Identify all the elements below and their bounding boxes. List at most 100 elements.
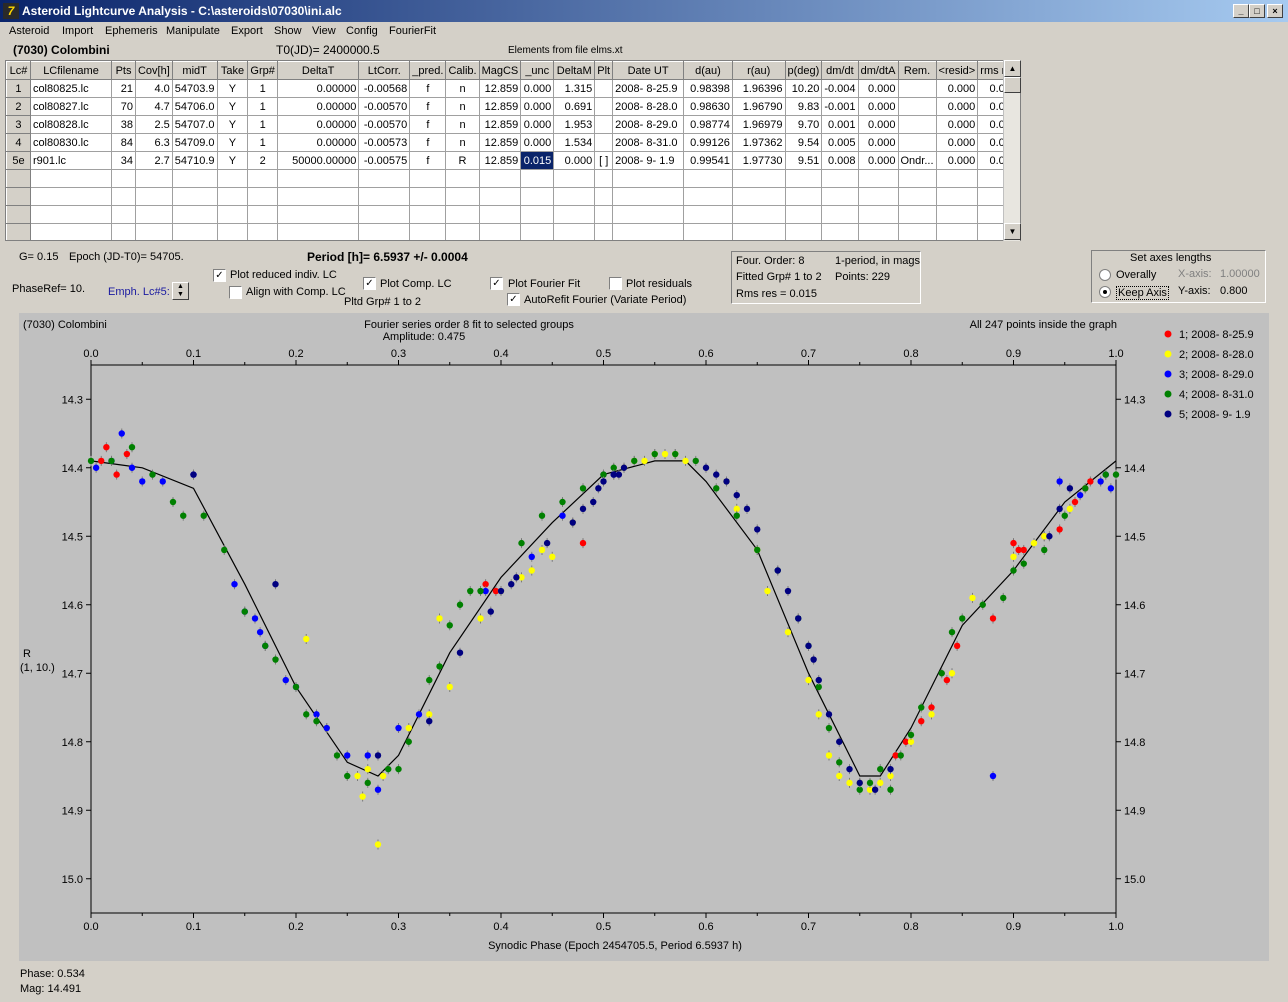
table-cell[interactable]: 12.859 (478, 151, 522, 170)
table-cell[interactable] (857, 223, 899, 240)
table-cell[interactable] (171, 205, 218, 224)
table-cell[interactable]: 0.98774 (683, 115, 733, 134)
table-cell[interactable]: 0.99126 (683, 133, 733, 152)
menu-show[interactable]: Show (274, 25, 302, 37)
table-cell[interactable]: 2008- 8-25.9 (612, 79, 685, 98)
table-cell[interactable] (358, 223, 411, 240)
column-header[interactable]: _unc (520, 61, 555, 80)
table-cell[interactable]: Y (216, 133, 249, 152)
table-cell[interactable]: 1 (247, 115, 278, 134)
table-cell[interactable] (478, 169, 522, 188)
column-header[interactable]: DeltaT (276, 61, 360, 80)
table-cell[interactable] (612, 169, 685, 188)
table-cell[interactable] (612, 223, 685, 240)
table-cell[interactable] (897, 133, 937, 152)
table-cell[interactable]: 0.00000 (276, 115, 360, 134)
table-cell[interactable]: 0.99541 (683, 151, 733, 170)
column-header[interactable]: Grp# (247, 61, 278, 80)
table-cell[interactable] (594, 223, 614, 240)
menu-export[interactable]: Export (231, 25, 263, 37)
y-axis-value[interactable]: 0.800 (1220, 285, 1248, 297)
column-header[interactable]: dm/dt (821, 61, 859, 80)
table-cell[interactable] (594, 187, 614, 206)
table-cell[interactable]: 1.97730 (731, 151, 786, 170)
menu-config[interactable]: Config (346, 25, 378, 37)
table-cell[interactable]: 0.000 (520, 133, 555, 152)
table-cell[interactable]: 0.000 (935, 151, 979, 170)
table-cell[interactable] (935, 223, 979, 240)
autorefit-checkbox[interactable]: ✓ (507, 293, 520, 306)
table-cell[interactable]: 34 (111, 151, 136, 170)
table-cell[interactable]: f (409, 151, 447, 170)
table-cell[interactable]: 2008- 8-31.0 (612, 133, 685, 152)
table-cell[interactable] (134, 223, 173, 240)
table-row[interactable]: 2 col80827.lc 70 4.7 54706.0 Y 1 0.00000 -0.0057… (6, 97, 1020, 116)
table-cell[interactable]: 54709.0 (171, 133, 218, 152)
column-header[interactable]: Date UT (612, 61, 685, 80)
table-cell[interactable]: -0.00573 (358, 133, 411, 152)
table-cell[interactable]: n (445, 133, 480, 152)
empty-row[interactable] (6, 205, 1020, 224)
table-cell[interactable]: 0.691 (553, 97, 596, 116)
table-cell[interactable] (445, 169, 480, 188)
column-header[interactable]: p(deg) (784, 61, 823, 80)
table-cell[interactable] (897, 79, 937, 98)
table-cell[interactable]: 1 (247, 79, 278, 98)
table-cell[interactable] (409, 223, 447, 240)
menu-view[interactable]: View (312, 25, 336, 37)
table-cell[interactable] (520, 223, 555, 240)
table-cell[interactable]: 2.7 (134, 151, 173, 170)
table-cell[interactable]: 0.00000 (276, 79, 360, 98)
table-scrollbar[interactable]: ▲ ▼ (1003, 60, 1021, 241)
table-cell[interactable]: 10.20 (784, 79, 823, 98)
table-cell[interactable]: 9.54 (784, 133, 823, 152)
table-cell[interactable]: 0.000 (935, 79, 979, 98)
table-cell[interactable] (171, 223, 218, 240)
table-cell[interactable]: 21 (111, 79, 136, 98)
table-cell[interactable]: 12.859 (478, 115, 522, 134)
plot-reduced-checkbox[interactable]: ✓ (213, 269, 226, 282)
table-row[interactable]: 1 col80825.lc 21 4.0 54703.9 Y 1 0.00000 -0.0056… (6, 79, 1020, 98)
menu-import[interactable]: Import (62, 25, 94, 37)
table-cell[interactable]: -0.00568 (358, 79, 411, 98)
table-cell[interactable]: col80828.lc (29, 115, 113, 134)
column-header[interactable]: r(au) (731, 61, 786, 80)
table-cell[interactable]: 1.315 (553, 79, 596, 98)
table-cell[interactable] (594, 133, 614, 152)
table-cell[interactable]: 0.001 (821, 115, 859, 134)
table-cell[interactable] (134, 187, 173, 206)
row-header[interactable]: 2 (6, 97, 31, 116)
table-cell[interactable]: col80825.lc (29, 79, 113, 98)
table-cell[interactable] (111, 169, 136, 188)
plot-residuals-checkbox[interactable] (609, 277, 622, 290)
app-icon[interactable]: 7 (3, 3, 19, 19)
menu-ephemeris[interactable]: Ephemeris (105, 25, 158, 37)
table-cell[interactable]: Y (216, 151, 249, 170)
table-row[interactable]: 4 col80830.lc 84 6.3 54709.0 Y 1 0.00000 -0.0057… (6, 133, 1020, 152)
table-cell[interactable] (520, 187, 555, 206)
table-cell[interactable]: 0.00000 (276, 133, 360, 152)
table-cell[interactable] (276, 223, 360, 240)
table-cell[interactable] (784, 205, 823, 224)
table-cell[interactable] (857, 187, 899, 206)
table-cell[interactable] (358, 205, 411, 224)
column-header[interactable]: MagCS (478, 61, 522, 80)
lightcurve-table[interactable]: Lc# LCfilename Pts Cov[h] midT Take Grp# DeltaT… (5, 60, 1021, 241)
plot-fourier-checkbox[interactable]: ✓ (490, 277, 503, 290)
table-cell[interactable] (553, 223, 596, 240)
table-cell[interactable]: f (409, 79, 447, 98)
table-cell[interactable]: col80827.lc (29, 97, 113, 116)
table-cell[interactable]: -0.004 (821, 79, 859, 98)
close-button[interactable]: × (1267, 4, 1283, 18)
table-cell[interactable]: 12.859 (478, 133, 522, 152)
table-cell[interactable]: 0.000 (935, 115, 979, 134)
table-cell[interactable] (358, 169, 411, 188)
table-cell[interactable]: R (445, 151, 480, 170)
table-cell[interactable] (553, 187, 596, 206)
table-cell[interactable]: 1.97362 (731, 133, 786, 152)
column-header[interactable]: Cov[h] (134, 61, 173, 80)
table-cell[interactable]: 54710.9 (171, 151, 218, 170)
column-header[interactable]: LtCorr. (358, 61, 411, 80)
table-cell[interactable]: Y (216, 97, 249, 116)
empty-row[interactable] (6, 187, 1020, 206)
